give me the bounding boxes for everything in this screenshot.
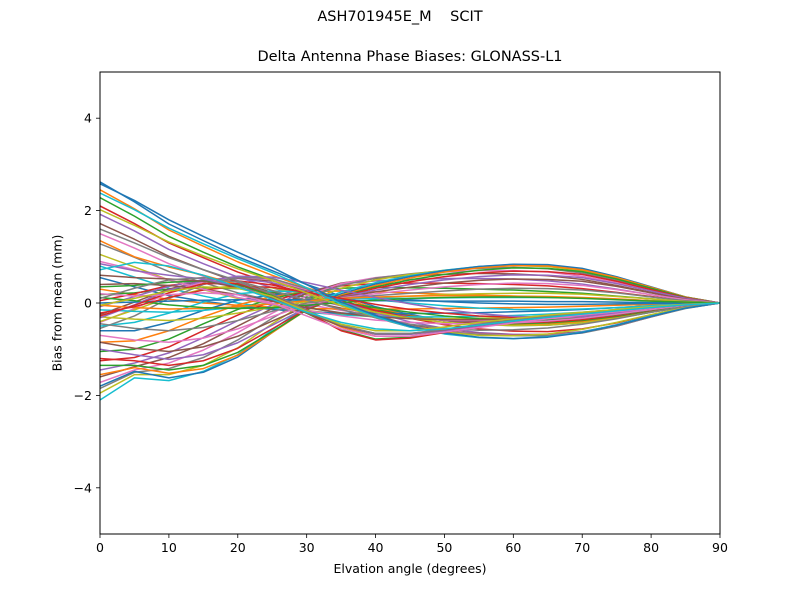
x-tick-label: 90 — [712, 540, 728, 555]
series-line-32 — [100, 264, 720, 376]
y-tick-label: −4 — [74, 480, 92, 495]
x-tick-label: 20 — [230, 540, 246, 555]
x-axis-ticks: 0 10 20 30 40 50 60 70 80 90 — [96, 534, 728, 555]
series-line-38 — [100, 287, 720, 332]
y-tick-label: 0 — [84, 296, 92, 311]
x-tick-label: 30 — [299, 540, 315, 555]
y-axis-ticks: −4 −2 0 2 4 — [74, 111, 100, 495]
y-tick-label: 2 — [84, 203, 92, 218]
series-line-36 — [100, 278, 720, 353]
y-tick-label: −2 — [74, 388, 92, 403]
series-layer — [100, 181, 720, 401]
chart-title: Delta Antenna Phase Biases: GLONASS-L1 — [257, 49, 563, 65]
x-tick-label: 60 — [505, 540, 521, 555]
x-tick-label: 80 — [643, 540, 659, 555]
x-tick-label: 50 — [436, 540, 452, 555]
series-line-42 — [100, 294, 720, 310]
series-line-33 — [100, 267, 720, 371]
series-line-35 — [100, 274, 720, 361]
series-line-51 — [100, 183, 720, 340]
series-line-57 — [100, 292, 720, 338]
x-tick-label: 70 — [574, 540, 590, 555]
series-line-37 — [100, 282, 720, 344]
x-axis-label: Elvation angle (degrees) — [333, 561, 487, 576]
y-tick-label: 4 — [84, 111, 92, 126]
series-line-47 — [100, 260, 720, 325]
series-line-60 — [100, 261, 720, 332]
x-tick-label: 10 — [161, 540, 177, 555]
figure-suptitle: ASH701945E_M SCIT — [317, 9, 483, 25]
series-line-48 — [100, 228, 720, 332]
x-tick-label: 0 — [96, 540, 104, 555]
series-line-34 — [100, 270, 720, 367]
x-tick-label: 40 — [368, 540, 384, 555]
y-axis-label: Bias from mean (mm) — [49, 234, 65, 372]
series-line-31 — [100, 263, 720, 387]
series-line-41 — [100, 299, 720, 304]
series-line-43 — [100, 296, 720, 310]
series-line-20 — [100, 290, 720, 327]
